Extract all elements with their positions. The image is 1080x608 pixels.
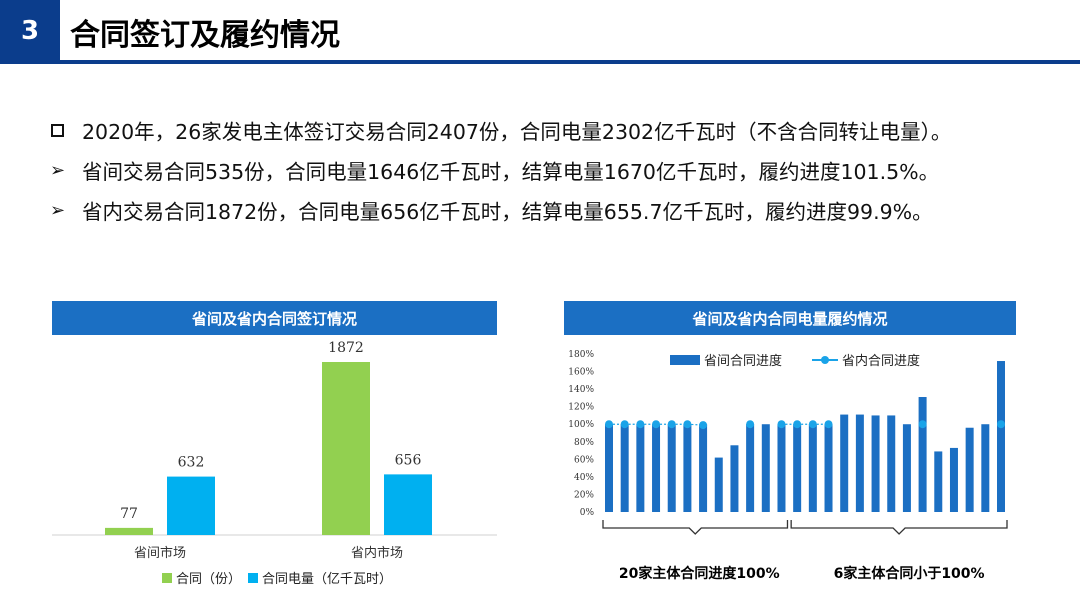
legend-marker	[821, 356, 829, 364]
bar	[887, 415, 896, 512]
bar	[840, 414, 849, 512]
bar	[871, 415, 880, 512]
data-point	[808, 420, 817, 429]
bar	[620, 424, 629, 512]
data-point	[746, 420, 755, 429]
data-point	[793, 420, 802, 429]
bar	[949, 447, 958, 512]
y-tick-label: 180%	[568, 350, 594, 360]
arrow-bullet-icon: ➢	[50, 159, 66, 181]
data-label: 632	[178, 455, 205, 471]
right-chart-title: 省间及省内合同电量履约情况	[564, 301, 1016, 335]
section-number: 3	[0, 0, 60, 62]
bar	[167, 476, 215, 535]
bar	[902, 424, 911, 512]
y-tick-label: 100%	[568, 420, 594, 430]
data-point	[605, 420, 613, 429]
legend-label: 合同（份）	[176, 572, 241, 587]
bar	[934, 451, 943, 512]
y-tick-label: 140%	[568, 385, 594, 395]
y-tick-label: 20%	[574, 490, 594, 500]
contract-fulfillment-chart: 0% 20% 40% 60% 80% 100% 120% 140% 160% 180% 省间合同进度…	[568, 350, 1008, 582]
category-label: 省间市场	[134, 545, 186, 561]
bar	[605, 424, 613, 512]
bar	[855, 414, 864, 512]
data-point	[777, 420, 786, 429]
bar	[965, 427, 974, 512]
y-tick-label: 160%	[568, 368, 594, 378]
group-bracket	[790, 520, 1008, 535]
legend-swatch	[670, 355, 700, 365]
y-tick-label: 40%	[574, 473, 594, 483]
data-point	[667, 420, 676, 429]
data-point	[824, 420, 833, 429]
bar	[746, 424, 755, 512]
bullet-text: 省间交易合同535份，合同电量1646亿千瓦时，结算电量1670亿千瓦时，履约进…	[82, 160, 940, 184]
square-bullet-icon	[48, 123, 82, 137]
bar	[730, 445, 739, 512]
data-point	[997, 420, 1005, 429]
y-tick-label: 0%	[580, 508, 595, 518]
summary-bullets: 2020年，26家发电主体签订交易合同2407份，合同电量2302亿千瓦时（不含…	[48, 110, 1068, 230]
category-label: 省内市场	[351, 545, 403, 561]
legend-label: 省间合同进度	[704, 353, 782, 369]
bar	[981, 424, 990, 512]
arrow-bullet-icon: ➢	[50, 199, 66, 221]
legend-label: 合同电量（亿千瓦时）	[262, 572, 392, 587]
y-tick-label: 60%	[574, 455, 594, 465]
legend-swatch	[162, 573, 172, 583]
data-point	[636, 420, 645, 429]
bar	[824, 424, 833, 512]
bar	[793, 424, 802, 512]
y-tick-label: 80%	[574, 438, 594, 448]
bar	[808, 424, 817, 512]
bar	[761, 424, 770, 512]
bullet-text: 2020年，26家发电主体签订交易合同2407份，合同电量2302亿千瓦时（不含…	[82, 120, 952, 144]
legend-swatch	[248, 573, 258, 583]
bar	[714, 457, 723, 512]
bar	[105, 527, 153, 535]
page-title: 合同签订及履约情况	[70, 18, 340, 53]
bar	[667, 424, 676, 512]
left-chart-title: 省间及省内合同签订情况	[52, 301, 497, 335]
data-point	[620, 420, 629, 429]
data-label: 1872	[328, 340, 364, 356]
bullet-item: 2020年，26家发电主体签订交易合同2407份，合同电量2302亿千瓦时（不含…	[48, 110, 1068, 150]
data-point	[699, 421, 708, 430]
data-label: 77	[120, 506, 138, 522]
bar	[384, 474, 432, 535]
data-point	[918, 420, 927, 429]
data-point	[683, 420, 692, 429]
legend-label: 省内合同进度	[842, 353, 920, 369]
bar	[636, 424, 645, 512]
bar	[777, 424, 786, 512]
bar	[652, 424, 661, 512]
bar	[322, 362, 370, 535]
bar	[683, 424, 692, 512]
data-point	[652, 420, 661, 429]
bar	[997, 361, 1005, 512]
data-label: 656	[395, 452, 422, 468]
bullet-text: 省内交易合同1872份，合同电量656亿千瓦时，结算电量655.7亿千瓦时，履约…	[82, 200, 933, 224]
header-divider	[0, 60, 1080, 64]
bullet-item: ➢ 省内交易合同1872份，合同电量656亿千瓦时，结算电量655.7亿千瓦时，…	[48, 190, 1068, 230]
bar	[699, 424, 708, 512]
header-bar: 3 合同签订及履约情况	[0, 0, 1080, 64]
group-label: 6家主体合同小于100%	[834, 565, 985, 582]
bar	[918, 397, 927, 512]
group-bracket	[602, 520, 789, 535]
bullet-item: ➢ 省间交易合同535份，合同电量1646亿千瓦时，结算电量1670亿千瓦时，履…	[48, 150, 1068, 190]
group-label: 20家主体合同进度100%	[619, 565, 780, 582]
y-tick-label: 120%	[568, 403, 594, 413]
